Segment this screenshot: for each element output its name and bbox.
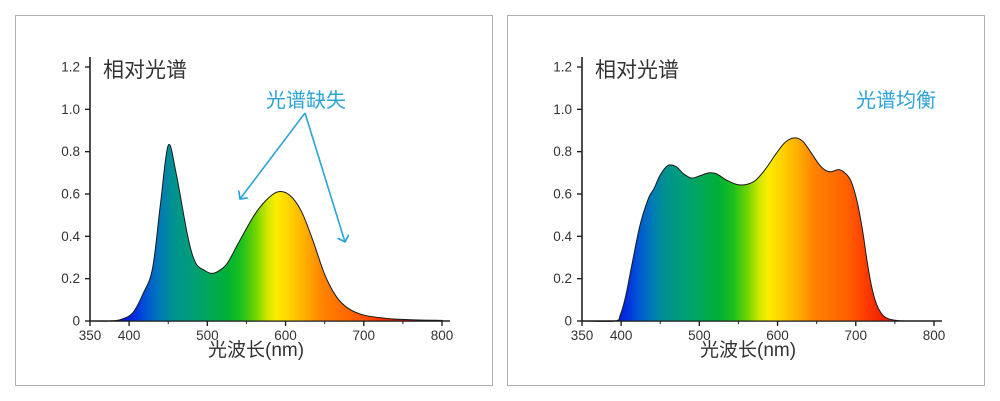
svg-text:光波长(nm): 光波长(nm) [700, 339, 796, 361]
svg-text:1.0: 1.0 [61, 102, 80, 117]
svg-text:光谱缺失: 光谱缺失 [266, 89, 346, 112]
svg-text:800: 800 [923, 328, 946, 343]
svg-text:相对光谱: 相对光谱 [595, 59, 679, 82]
svg-text:400: 400 [610, 328, 633, 343]
svg-text:0.2: 0.2 [553, 271, 572, 286]
svg-text:350: 350 [571, 328, 594, 343]
svg-text:700: 700 [353, 328, 376, 343]
svg-text:400: 400 [118, 328, 141, 343]
svg-text:0.4: 0.4 [553, 229, 572, 244]
svg-text:0.6: 0.6 [61, 187, 80, 202]
svg-text:0.6: 0.6 [553, 187, 572, 202]
svg-text:光波长(nm): 光波长(nm) [208, 339, 304, 361]
svg-text:0.2: 0.2 [61, 271, 80, 286]
svg-text:光谱均衡: 光谱均衡 [856, 89, 936, 112]
svg-text:1.0: 1.0 [553, 102, 572, 117]
svg-text:0.8: 0.8 [61, 144, 80, 159]
svg-text:相对光谱: 相对光谱 [103, 59, 187, 82]
svg-text:0: 0 [564, 314, 572, 329]
svg-text:0: 0 [72, 314, 80, 329]
svg-text:0.4: 0.4 [61, 229, 80, 244]
svg-text:800: 800 [431, 328, 454, 343]
svg-text:700: 700 [845, 328, 868, 343]
svg-text:1.2: 1.2 [553, 60, 572, 75]
svg-text:0.8: 0.8 [553, 144, 572, 159]
svg-text:350: 350 [79, 328, 102, 343]
svg-text:1.2: 1.2 [61, 60, 80, 75]
